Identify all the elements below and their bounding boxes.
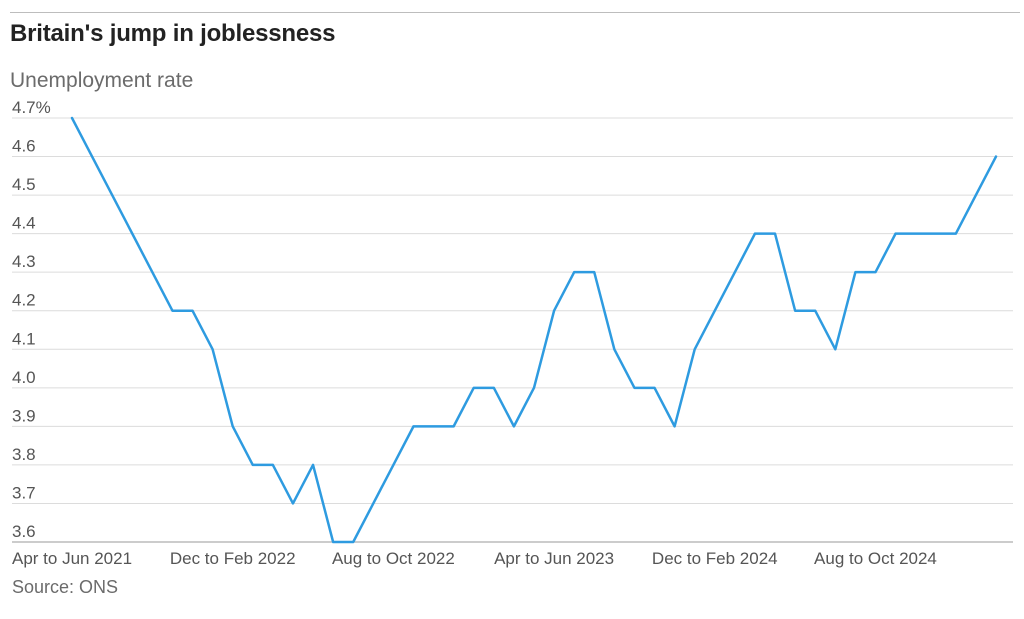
y-tick-label: 4.0 [12, 368, 36, 387]
series-line [70, 116, 998, 544]
x-tick-label: Dec to Feb 2022 [170, 549, 296, 568]
y-tick-label: 4.4 [12, 214, 36, 233]
y-tick-label: 3.6 [12, 522, 36, 541]
x-tick-label: Aug to Oct 2022 [332, 549, 455, 568]
y-axis-ticks: 4.7% 4.6 4.5 4.4 4.3 4.2 4.1 4.0 3.9 3.8 3.7 3.6 [12, 98, 51, 541]
y-tick-label: 3.8 [12, 445, 36, 464]
source-note: Source: ONS [12, 577, 119, 597]
chart-title: Britain's jump in joblessness [10, 20, 336, 47]
y-tick-label: 4.7% [12, 98, 51, 117]
series-layer [70, 116, 998, 544]
y-tick-label: 3.7 [12, 483, 36, 502]
y-tick-label: 4.5 [12, 175, 36, 194]
gridlines [12, 117, 1013, 543]
x-axis-ticks: Apr to Jun 2021 Dec to Feb 2022 Aug to Oct… [12, 549, 937, 568]
x-tick-label: Aug to Oct 2024 [814, 549, 937, 568]
y-tick-label: 4.6 [12, 137, 36, 156]
x-tick-label: Apr to Jun 2023 [494, 549, 614, 568]
x-tick-label: Dec to Feb 2024 [652, 549, 778, 568]
top-rule [10, 12, 1020, 13]
chart-subtitle: Unemployment rate [10, 69, 194, 92]
y-tick-label: 3.9 [12, 406, 36, 425]
y-tick-label: 4.3 [12, 252, 36, 271]
x-tick-label: Apr to Jun 2021 [12, 549, 132, 568]
y-tick-label: 4.2 [12, 291, 36, 310]
y-tick-label: 4.1 [12, 329, 36, 348]
